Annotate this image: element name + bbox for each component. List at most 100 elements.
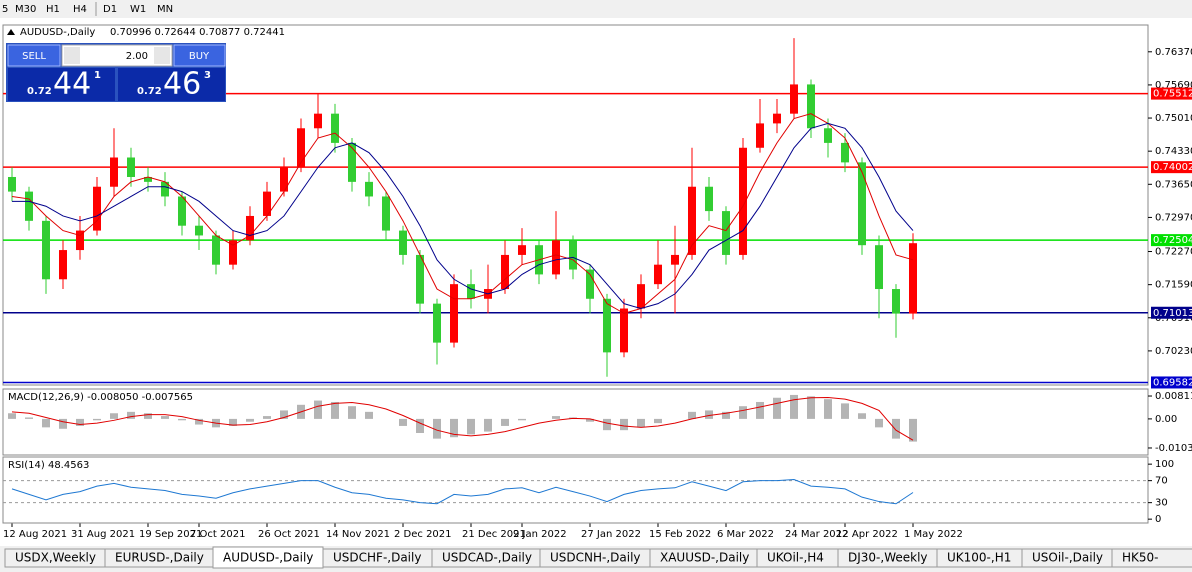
- macd-bar: [688, 411, 696, 419]
- macd-bar: [739, 406, 747, 419]
- macd-bar: [416, 418, 424, 433]
- candle-body: [450, 284, 458, 343]
- candle-body: [331, 113, 339, 143]
- macd-bar: [824, 399, 832, 419]
- tab-label: DJ30-,Weekly: [848, 551, 928, 565]
- y-tick-label: 0: [1155, 514, 1161, 525]
- macd-bar: [8, 413, 16, 419]
- candle-body: [637, 284, 645, 309]
- timeframe-button[interactable]: H4: [73, 4, 87, 15]
- candle-body: [144, 176, 152, 182]
- buy-button[interactable]: [173, 44, 226, 67]
- candle-body: [25, 191, 33, 221]
- candle-body: [161, 181, 169, 197]
- candle-body: [59, 250, 67, 280]
- level-label-bg: [1151, 376, 1192, 389]
- trade-panel: SELL 2.00 BUY 0.72 44 1 0.72 46 3: [6, 43, 226, 102]
- buy-price-sup: 3: [204, 70, 211, 81]
- macd-bar: [756, 401, 764, 419]
- lot-input[interactable]: [61, 44, 173, 67]
- level-label-bg: [1151, 306, 1192, 319]
- macd-bar: [365, 411, 373, 419]
- candle-body: [263, 191, 271, 216]
- timeframe-button[interactable]: H1: [46, 4, 60, 15]
- macd-bar: [42, 418, 50, 428]
- macd-bar: [773, 397, 781, 419]
- macd-bar: [399, 418, 407, 426]
- candle-body: [773, 113, 781, 124]
- candle-body: [892, 289, 900, 314]
- lot-up[interactable]: [154, 47, 170, 64]
- tab-label: UKOil-,H4: [767, 551, 824, 565]
- tab-label: AUDUSD-,Daily: [223, 551, 313, 565]
- candle-body: [603, 298, 611, 353]
- tab-label: HK50-: [1122, 551, 1159, 565]
- sell-label: SELL: [22, 51, 46, 62]
- sell-price-box[interactable]: [8, 68, 115, 101]
- macd-bar: [467, 418, 475, 435]
- sell-price-big: 44: [53, 67, 91, 102]
- candle-body: [212, 235, 220, 265]
- sell-button[interactable]: [7, 44, 61, 67]
- macd-bar: [161, 416, 169, 419]
- macd-bar: [858, 413, 866, 419]
- y-tick-label: 30: [1155, 498, 1168, 509]
- timeframe-button[interactable]: M30: [15, 4, 36, 15]
- macd-bar: [195, 418, 203, 425]
- candle-body: [841, 142, 849, 163]
- candle-body: [195, 225, 203, 236]
- timeframe-button[interactable]: MN: [157, 4, 173, 15]
- candle-body: [909, 243, 917, 314]
- chart-area: [0, 18, 1192, 548]
- candle-body: [501, 254, 509, 290]
- macd-bar: [433, 418, 441, 439]
- level-label-bg: [1151, 161, 1192, 174]
- timeframe-button[interactable]: D1: [103, 4, 117, 15]
- panel-frame: [2, 456, 1149, 524]
- macd-bar: [280, 410, 288, 419]
- level-label-bg: [1151, 87, 1192, 100]
- tab-label: USDX,Weekly: [15, 551, 96, 565]
- lot-down[interactable]: [64, 47, 80, 64]
- candle-body: [110, 157, 118, 187]
- level-label: 0.72504: [1153, 235, 1192, 246]
- tab-label: XAUUSD-,Daily: [660, 551, 749, 565]
- candle-body: [280, 167, 288, 192]
- chart-title: AUDUSD-,Daily: [20, 27, 95, 38]
- candle-body: [739, 147, 747, 255]
- tab[interactable]: [1111, 548, 1192, 568]
- macd-title: MACD(12,26,9) -0.008050 -0.007565: [8, 392, 193, 403]
- macd-signal: [11, 396, 914, 441]
- y-tick-label: 0.70230: [1155, 346, 1192, 357]
- macd-bar: [331, 401, 339, 419]
- macd-bar: [110, 413, 118, 419]
- timeframe-button[interactable]: W1: [130, 4, 146, 15]
- panel-frame: [2, 24, 1149, 386]
- macd-bar: [93, 418, 101, 421]
- macd-bar: [127, 411, 135, 419]
- level-label: 0.69582: [1153, 377, 1192, 388]
- x-tick-label: 7 Oct 2021: [190, 529, 245, 540]
- candle-body: [382, 196, 390, 231]
- candle-body: [314, 113, 322, 129]
- buy-price-box[interactable]: [118, 68, 225, 101]
- x-tick-label: 26 Oct 2021: [258, 529, 320, 540]
- timeframe-button[interactable]: 5: [2, 4, 8, 15]
- rsi-line: [11, 479, 914, 505]
- macd-bar: [144, 413, 152, 419]
- candle-body: [467, 284, 475, 299]
- candle-body: [93, 186, 101, 231]
- sell-price-prefix: 0.72: [27, 86, 52, 97]
- macd-bar: [875, 418, 883, 428]
- panel-frame: [2, 388, 1149, 456]
- moving-average: [11, 113, 914, 314]
- candle-body: [824, 128, 832, 143]
- candle-body: [654, 264, 662, 285]
- macd-bar: [501, 418, 509, 426]
- moving-average: [12, 122, 914, 310]
